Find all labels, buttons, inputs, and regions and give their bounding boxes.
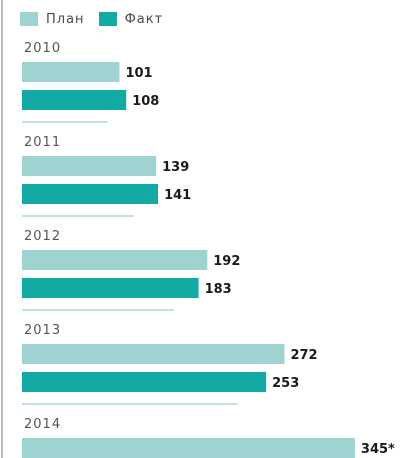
plan-bar bbox=[22, 438, 355, 458]
year-label: 2011 bbox=[24, 135, 61, 150]
chart-legend: План Факт bbox=[20, 8, 169, 30]
year-label: 2012 bbox=[24, 229, 61, 244]
year-label: 2010 bbox=[24, 41, 61, 56]
plan-bar bbox=[22, 344, 285, 364]
fact-value-label: 108 bbox=[132, 94, 159, 109]
fact-value-label: 253 bbox=[272, 376, 299, 391]
year-label: 2014 bbox=[24, 417, 61, 432]
legend-fact-label: Факт bbox=[124, 11, 164, 27]
legend-plan-label: План bbox=[46, 11, 85, 27]
plan-bar bbox=[22, 250, 208, 270]
legend-fact-swatch bbox=[98, 12, 117, 26]
plan-value-label: 139 bbox=[162, 160, 189, 175]
fact-bar bbox=[22, 90, 127, 110]
fact-value-label: 141 bbox=[164, 188, 191, 203]
legend-plan-swatch bbox=[20, 12, 38, 26]
plan-value-label: 272 bbox=[290, 348, 317, 363]
plan-value-label: 345* bbox=[361, 442, 395, 457]
plan-value-label: 192 bbox=[213, 254, 240, 269]
fact-bar bbox=[22, 278, 199, 298]
year-label: 2013 bbox=[24, 323, 61, 338]
fact-bar bbox=[22, 184, 159, 204]
fact-value-label: 183 bbox=[205, 282, 232, 297]
plan-bar bbox=[22, 62, 120, 82]
plan-bar bbox=[22, 156, 157, 176]
fact-bar bbox=[22, 372, 267, 392]
plan-value-label: 101 bbox=[125, 66, 152, 81]
